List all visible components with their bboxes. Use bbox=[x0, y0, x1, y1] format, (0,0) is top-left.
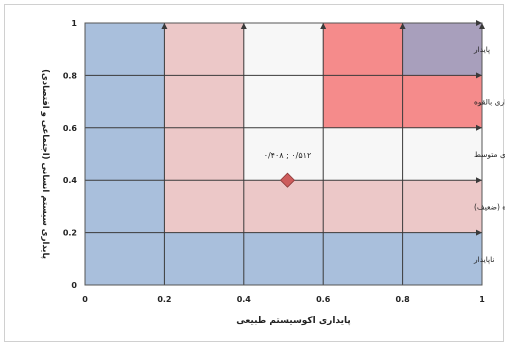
x-tick-label: 0.8 bbox=[396, 295, 411, 304]
y-tick-label: 1 bbox=[71, 19, 77, 28]
zone-label-3: پایداری بالقوه bbox=[474, 98, 505, 107]
sustainability-chart: 0 0.2 0.4 0.6 0.8 1 0 0.2 0.4 0.6 0.8 1 ناپایدار پاید… bbox=[40, 19, 505, 326]
zone-region-3 bbox=[243, 180, 482, 233]
zone-label-4: پایدار bbox=[473, 45, 490, 54]
v-arrowhead-1 bbox=[240, 23, 247, 29]
x-axis-title: پایداری اکوسیستم طبیعی bbox=[236, 316, 351, 326]
x-tick-label: 0.4 bbox=[237, 295, 252, 304]
data-point-label-0: ۰/۴۰۸ ; ۰/۵۱۲ bbox=[264, 151, 312, 160]
v-arrowhead-2 bbox=[320, 23, 327, 29]
zone-region-7 bbox=[402, 75, 482, 128]
h-arrowhead-1 bbox=[476, 177, 482, 184]
chart-frame: 0 0.2 0.4 0.6 0.8 1 0 0.2 0.4 0.6 0.8 1 ناپایدار پاید… bbox=[4, 4, 505, 342]
v-arrowhead-3 bbox=[399, 23, 406, 29]
zone-label-1: پایداری بالقوه (ضعیف) bbox=[474, 202, 505, 211]
y-tick-label: 0.6 bbox=[63, 124, 78, 133]
h-arrowhead-3 bbox=[476, 72, 482, 79]
y-tick-label: 0.8 bbox=[63, 71, 78, 80]
data-point-0 bbox=[279, 172, 296, 188]
x-tick-label: 0.2 bbox=[157, 295, 171, 304]
plot-border bbox=[84, 22, 483, 286]
v-arrowhead-0 bbox=[161, 23, 168, 29]
h-arrowhead-4 bbox=[476, 20, 482, 26]
zone-label-2: پایداری متوسط bbox=[474, 150, 505, 159]
zone-region-8 bbox=[402, 23, 482, 76]
zone-region-4 bbox=[243, 23, 324, 181]
zone-label-0: ناپایدار bbox=[473, 255, 494, 264]
x-tick-label: 1 bbox=[479, 295, 485, 304]
x-tick-label: 0 bbox=[82, 295, 88, 304]
y-tick-label: 0.4 bbox=[63, 176, 78, 185]
y-tick-label: 0.2 bbox=[63, 229, 77, 238]
h-arrowhead-0 bbox=[476, 229, 482, 236]
v-arrowhead-4 bbox=[479, 23, 485, 29]
y-axis-title: پایداری سیستم انسانی (اجتماعی و اقتصادی) bbox=[40, 69, 50, 259]
zone-region-0 bbox=[85, 23, 165, 285]
y-tick-label: 0 bbox=[71, 281, 77, 290]
h-arrowhead-2 bbox=[476, 124, 482, 131]
x-tick-label: 0.6 bbox=[316, 295, 331, 304]
